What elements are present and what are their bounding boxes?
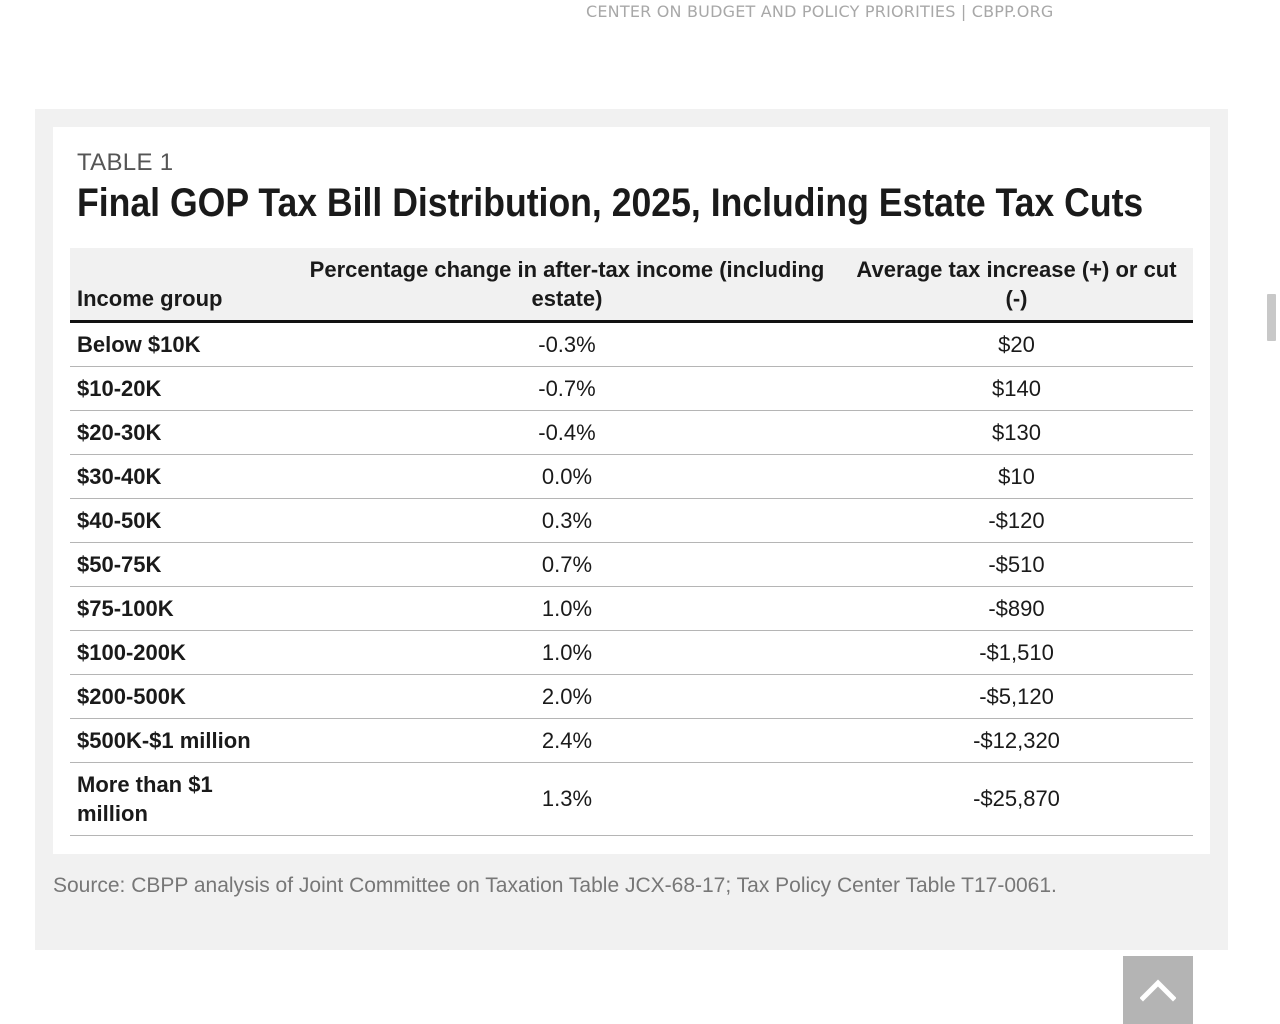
pct-change-cell: -0.3% <box>294 321 840 367</box>
avg-tax-cell: -$12,320 <box>840 718 1193 763</box>
chevron-up-icon <box>1140 979 1176 1002</box>
avg-tax-cell: -$890 <box>840 586 1193 631</box>
pct-change-cell: 1.0% <box>294 630 840 675</box>
income-group-cell: $10-20K <box>70 366 294 411</box>
avg-tax-cell: $130 <box>840 410 1193 455</box>
income-group-cell: $30-40K <box>70 454 294 499</box>
pct-change-cell: 1.0% <box>294 586 840 631</box>
header-avg-tax: Average tax increase (+) or cut (-) <box>840 248 1193 323</box>
table-row: $75-100K 1.0% -$890 <box>70 586 1193 631</box>
page-scrollbar[interactable] <box>1263 0 1280 1024</box>
avg-tax-cell: -$1,510 <box>840 630 1193 675</box>
scrollbar-thumb[interactable] <box>1267 294 1276 341</box>
table-row: Below $10K -0.3% $20 <box>70 321 1193 367</box>
avg-tax-cell: -$510 <box>840 542 1193 587</box>
income-group-cell: $20-30K <box>70 410 294 455</box>
income-group-cell: $40-50K <box>70 498 294 543</box>
pct-change-cell: 2.4% <box>294 718 840 763</box>
pct-change-cell: 0.0% <box>294 454 840 499</box>
avg-tax-cell: $140 <box>840 366 1193 411</box>
avg-tax-cell: -$25,870 <box>840 762 1193 836</box>
avg-tax-cell: $20 <box>840 321 1193 367</box>
table-row: More than $1 million 1.3% -$25,870 <box>70 762 1193 836</box>
income-group-cell: Below $10K <box>70 321 294 367</box>
income-group-cell: $100-200K <box>70 630 294 675</box>
pct-change-cell: -0.4% <box>294 410 840 455</box>
pct-change-cell: 1.3% <box>294 762 840 836</box>
avg-tax-cell: $10 <box>840 454 1193 499</box>
income-group-cell: $50-75K <box>70 542 294 587</box>
scroll-to-top-button[interactable] <box>1123 956 1193 1024</box>
table-label: TABLE 1 <box>77 149 174 176</box>
table-header-row: Income group Percentage change in after-… <box>70 248 1193 323</box>
table-row: $10-20K -0.7% $140 <box>70 366 1193 411</box>
income-group-cell: $75-100K <box>70 586 294 631</box>
income-group-cell: $200-500K <box>70 674 294 719</box>
income-group-cell: More than $1 million <box>70 762 294 836</box>
table-figure: TABLE 1 Final GOP Tax Bill Distribution,… <box>35 109 1228 950</box>
pct-change-cell: 2.0% <box>294 674 840 719</box>
avg-tax-cell: -$5,120 <box>840 674 1193 719</box>
income-group-cell: $500K-$1 million <box>70 718 294 763</box>
source-note: Source: CBPP analysis of Joint Committee… <box>53 874 1057 897</box>
table-row: $30-40K 0.0% $10 <box>70 454 1193 499</box>
pct-change-cell: 0.3% <box>294 498 840 543</box>
org-caption: CENTER ON BUDGET AND POLICY PRIORITIES |… <box>586 2 1054 21</box>
table-row: $200-500K 2.0% -$5,120 <box>70 674 1193 719</box>
table-row: $40-50K 0.3% -$120 <box>70 498 1193 543</box>
table-card: TABLE 1 Final GOP Tax Bill Distribution,… <box>53 127 1210 854</box>
pct-change-cell: -0.7% <box>294 366 840 411</box>
table-title: Final GOP Tax Bill Distribution, 2025, I… <box>77 181 1144 225</box>
table-row: $50-75K 0.7% -$510 <box>70 542 1193 587</box>
table-row: $20-30K -0.4% $130 <box>70 410 1193 455</box>
header-pct-change: Percentage change in after-tax income (i… <box>294 248 840 323</box>
table-row: $100-200K 1.0% -$1,510 <box>70 630 1193 675</box>
avg-tax-cell: -$120 <box>840 498 1193 543</box>
distribution-table: Income group Percentage change in after-… <box>70 248 1193 836</box>
table-row: $500K-$1 million 2.4% -$12,320 <box>70 718 1193 763</box>
header-income-group: Income group <box>70 248 294 323</box>
pct-change-cell: 0.7% <box>294 542 840 587</box>
